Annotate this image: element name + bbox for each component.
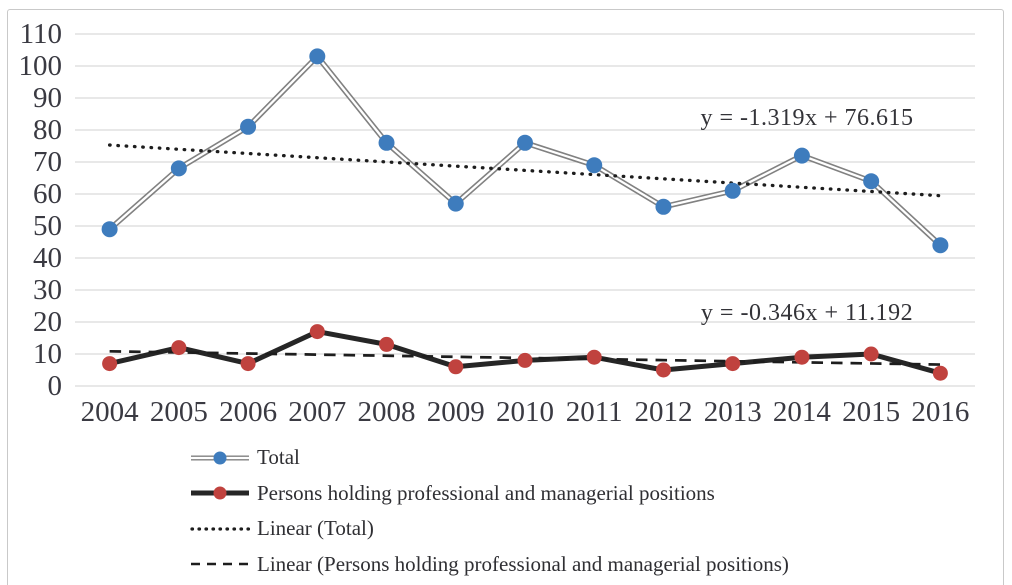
total-marker-2006 — [240, 118, 257, 135]
trendline-equation-persons: y = -0.346x + 11.192 — [700, 300, 914, 326]
x-label-2006: 2006 — [219, 396, 277, 428]
x-label-2008: 2008 — [358, 396, 416, 428]
persons-marker-2007 — [309, 324, 325, 340]
total-marker-2005 — [170, 160, 187, 177]
total-marker-2008 — [378, 134, 395, 151]
y-tick-label-10: 10 — [33, 338, 62, 370]
total-line-swatch-icon — [191, 451, 249, 465]
y-tick-label-20: 20 — [33, 306, 62, 338]
x-label-2011: 2011 — [566, 396, 623, 428]
total-series-line-inner — [108, 55, 942, 247]
persons-marker-2015 — [863, 346, 879, 362]
x-label-2016: 2016 — [911, 396, 969, 428]
persons-marker-2006 — [240, 356, 256, 372]
persons-marker-2008 — [379, 336, 395, 352]
persons-marker-2011 — [586, 349, 602, 365]
y-tick-label-0: 0 — [48, 370, 63, 402]
y-tick-label-30: 30 — [33, 274, 62, 306]
persons-marker-2005 — [171, 340, 187, 356]
total-marker-2004 — [101, 221, 118, 238]
x-label-2004: 2004 — [81, 396, 140, 428]
total-marker-2009 — [447, 195, 464, 212]
persons-marker-2010 — [517, 352, 533, 368]
y-tick-label-50: 50 — [33, 210, 62, 242]
legend-item-linear-total: Linear (Total) — [190, 511, 789, 547]
x-label-2012: 2012 — [634, 396, 692, 428]
total-marker-2013 — [724, 182, 741, 199]
legend: Total Persons holding professional and m… — [190, 440, 789, 582]
dotted-line-swatch-icon — [190, 527, 250, 531]
y-tick-label-80: 80 — [33, 114, 62, 146]
legend-item-linear-persons: Linear (Persons holding professional and… — [190, 547, 789, 583]
x-label-2009: 2009 — [427, 396, 485, 428]
y-tick-label-70: 70 — [33, 146, 62, 178]
y-tick-label-60: 60 — [33, 178, 62, 210]
x-label-2010: 2010 — [496, 396, 554, 428]
total-marker-2015 — [863, 173, 880, 190]
y-tick-label-40: 40 — [33, 242, 62, 274]
dashed-line-swatch-icon — [191, 562, 249, 566]
legend-label-linear-total: Linear (Total) — [257, 516, 374, 541]
x-label-2005: 2005 — [150, 396, 208, 428]
persons-marker-2016 — [932, 365, 948, 381]
total-marker-2014 — [793, 147, 810, 164]
total-marker-2012 — [655, 198, 672, 215]
y-tick-label-100: 100 — [19, 50, 63, 82]
persons-marker-2012 — [655, 362, 671, 378]
persons-marker-2004 — [102, 356, 118, 372]
y-tick-label-90: 90 — [33, 82, 62, 114]
persons-marker-2009 — [448, 359, 464, 375]
legend-label-persons: Persons holding professional and manager… — [257, 480, 715, 505]
legend-item-total: Total — [190, 440, 789, 476]
x-label-2007: 2007 — [288, 396, 346, 428]
trendline-total-dotted — [107, 143, 943, 198]
persons-marker-2014 — [794, 349, 810, 365]
total-marker-2010 — [517, 134, 533, 151]
x-label-2013: 2013 — [704, 396, 762, 428]
trendline-equation-total: y = -1.319x + 76.615 — [700, 105, 914, 131]
total-marker-2011 — [586, 157, 603, 174]
legend-item-persons: Persons holding professional and manager… — [190, 476, 789, 512]
x-label-2015: 2015 — [842, 396, 900, 428]
y-tick-label-110: 110 — [20, 18, 62, 50]
persons-marker-2013 — [725, 356, 741, 372]
persons-line-swatch-icon — [191, 486, 249, 500]
x-label-2014: 2014 — [773, 396, 832, 428]
total-series-line-outer — [107, 53, 943, 248]
legend-label-total: Total — [257, 445, 300, 470]
legend-label-linear-persons: Linear (Persons holding professional and… — [257, 551, 789, 576]
total-marker-2016 — [932, 237, 949, 254]
total-marker-2007 — [309, 48, 326, 65]
